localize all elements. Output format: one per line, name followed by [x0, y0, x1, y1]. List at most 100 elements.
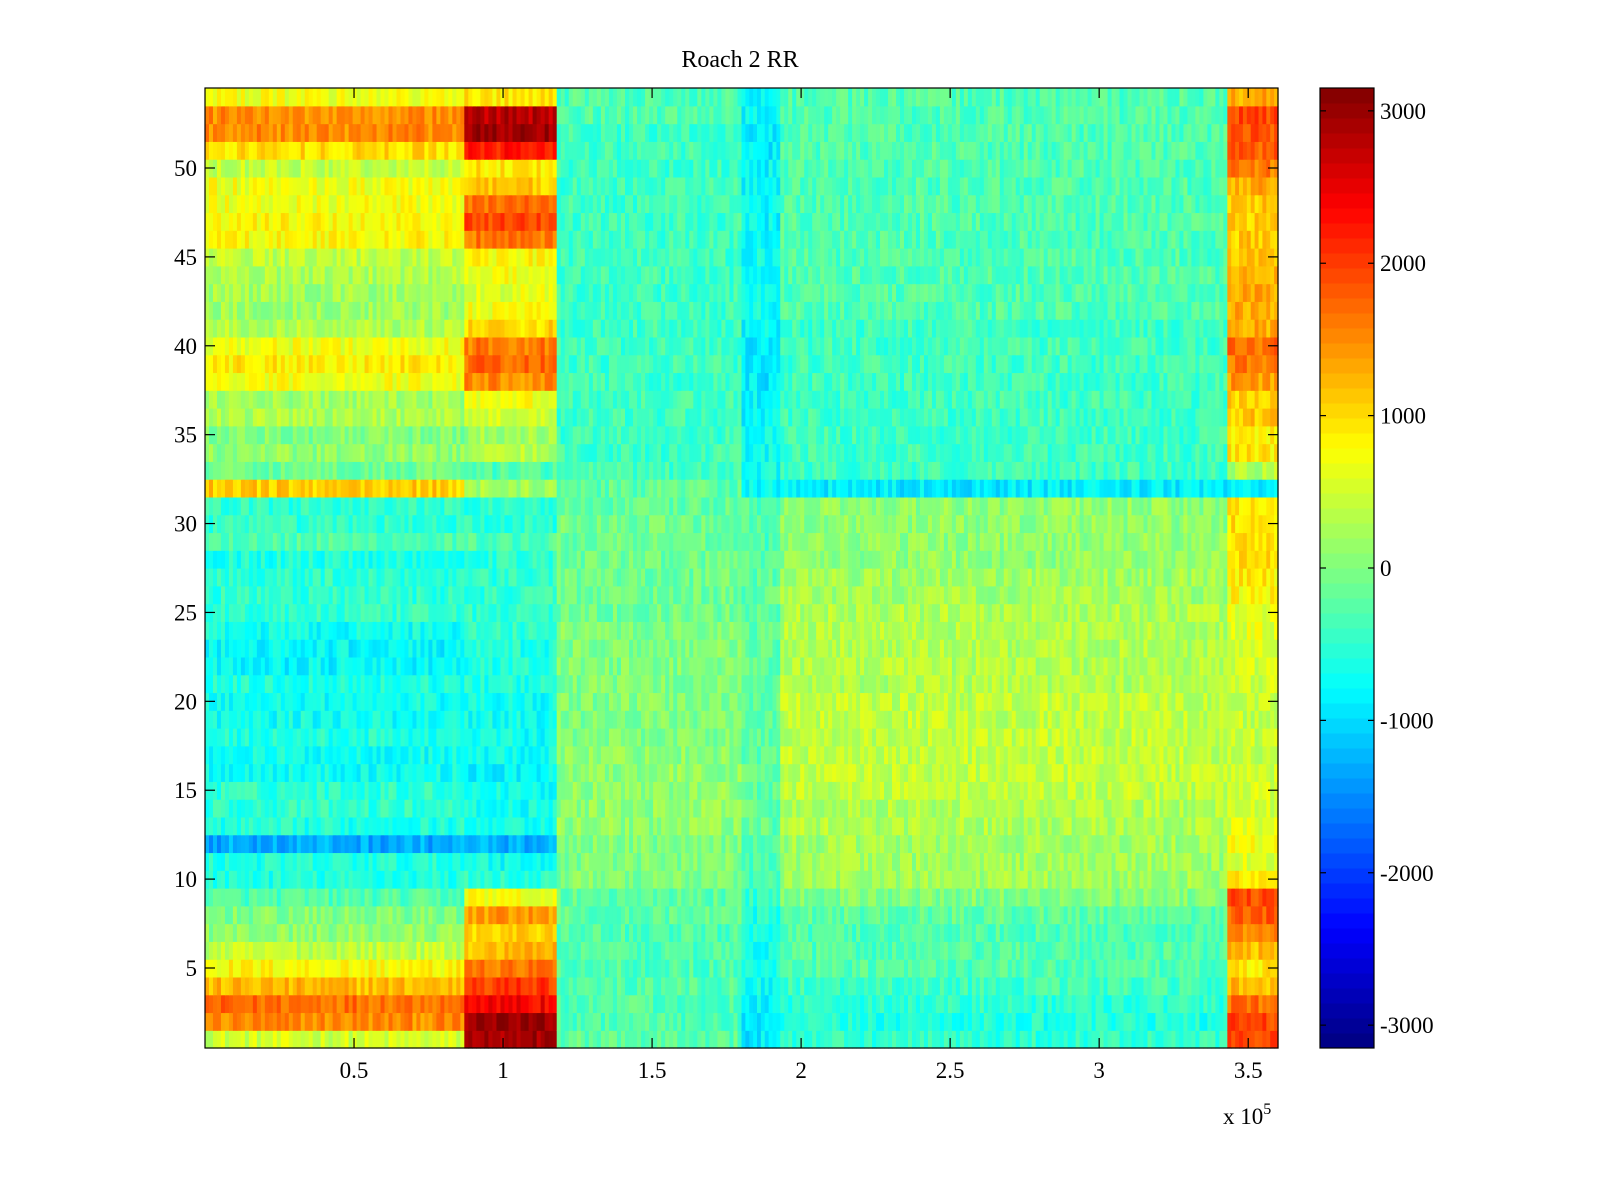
- heatmap-cell: [228, 994, 234, 1014]
- heatmap-cell: [725, 1012, 731, 1031]
- heatmap-cell: [216, 905, 222, 925]
- heatmap-cell: [472, 639, 477, 658]
- heatmap-cell: [404, 710, 410, 729]
- heatmap-cell: [524, 141, 530, 160]
- heatmap-cell: [468, 888, 473, 907]
- heatmap-cell: [552, 834, 558, 854]
- heatmap-cell: [292, 390, 298, 409]
- heatmap-cell: [272, 194, 278, 214]
- heatmap-cell: [677, 1030, 682, 1049]
- heatmap-cell: [508, 888, 514, 907]
- heatmap-cell: [440, 496, 445, 516]
- heatmap-cell: [264, 212, 270, 231]
- heatmap-cell: [372, 176, 378, 196]
- heatmap-cell: [456, 248, 461, 267]
- heatmap-cell: [480, 514, 485, 534]
- heatmap-cell: [432, 994, 437, 1014]
- heatmap-cell: [488, 301, 494, 320]
- heatmap-cell: [432, 763, 437, 782]
- heatmap-cell: [408, 870, 414, 889]
- heatmap-cell: [544, 976, 550, 996]
- heatmap-cell: [476, 372, 481, 391]
- heatmap-cell: [476, 656, 481, 676]
- heatmap-cell: [440, 425, 445, 445]
- heatmap-cell: [208, 852, 214, 871]
- heatmap-cell: [272, 621, 278, 640]
- heatmap-cell: [428, 941, 433, 960]
- heatmap-cell: [468, 265, 473, 285]
- heatmap-cell: [508, 265, 514, 285]
- heatmap-cell: [296, 550, 302, 569]
- heatmap-cell: [432, 816, 437, 836]
- heatmap-cell: [312, 496, 318, 516]
- heatmap-cell: [344, 141, 350, 160]
- heatmap-cell: [456, 514, 461, 534]
- heatmap-cell: [737, 976, 743, 996]
- heatmap-cell: [576, 959, 582, 978]
- heatmap-cell: [296, 816, 302, 836]
- heatmap-cell: [224, 479, 230, 498]
- heatmap-cell: [288, 105, 294, 125]
- heatmap-cell: [528, 372, 534, 391]
- heatmap-cell: [428, 212, 433, 231]
- heatmap-cell: [276, 692, 282, 711]
- heatmap-cell: [540, 425, 546, 445]
- heatmap-cell: [544, 319, 550, 338]
- heatmap-cell: [625, 1030, 630, 1049]
- heatmap-cell: [248, 692, 254, 711]
- heatmap-cell: [540, 781, 546, 800]
- heatmap-cell: [524, 176, 530, 196]
- heatmap-cell: [436, 834, 441, 854]
- heatmap-cell: [540, 514, 546, 534]
- heatmap-cell: [364, 852, 370, 871]
- heatmap-cell: [432, 976, 437, 996]
- heatmap-cell: [420, 532, 426, 551]
- heatmap-cell: [456, 176, 461, 196]
- heatmap-cell: [252, 479, 258, 498]
- heatmap-cell: [468, 496, 473, 516]
- heatmap-cell: [500, 674, 506, 694]
- heatmap-cell: [424, 550, 429, 569]
- heatmap-cell: [212, 994, 218, 1014]
- heatmap-cell: [568, 941, 574, 960]
- heatmap-cell: [512, 265, 518, 285]
- heatmap-cell: [360, 1030, 366, 1049]
- heatmap-cell: [524, 319, 530, 338]
- heatmap-cell: [360, 443, 366, 462]
- heatmap-cell: [340, 1012, 346, 1031]
- heatmap-cell: [228, 336, 234, 356]
- heatmap-cell: [348, 212, 354, 231]
- heatmap-cell: [408, 1030, 414, 1049]
- heatmap-cell: [412, 461, 418, 480]
- heatmap-cell: [596, 976, 602, 996]
- heatmap-cell: [500, 461, 506, 480]
- heatmap-cell: [232, 568, 238, 587]
- heatmap-cell: [292, 354, 298, 374]
- heatmap-cell: [520, 514, 526, 534]
- heatmap-cell: [384, 692, 390, 711]
- heatmap-cell: [372, 319, 378, 338]
- heatmap-cell: [400, 514, 406, 534]
- heatmap-cell: [500, 799, 506, 818]
- heatmap-cell: [552, 656, 558, 676]
- heatmap-cell: [212, 123, 218, 142]
- heatmap-cell: [244, 105, 250, 125]
- heatmap-cell: [540, 319, 546, 338]
- heatmap-cell: [272, 728, 278, 747]
- heatmap-cell: [236, 976, 242, 996]
- heatmap-cell: [448, 283, 453, 302]
- heatmap-cell: [500, 105, 506, 125]
- heatmap-cell: [396, 976, 402, 996]
- heatmap-cell: [488, 941, 494, 960]
- heatmap-cell: [516, 674, 522, 694]
- heatmap-cell: [205, 816, 210, 836]
- heatmap-cell: [205, 888, 210, 907]
- heatmap-cell: [212, 212, 218, 231]
- heatmap-cell: [372, 88, 378, 107]
- heatmap-cell: [472, 88, 477, 107]
- heatmap-cell: [420, 656, 426, 676]
- heatmap-cell: [492, 248, 498, 267]
- heatmap-cell: [205, 799, 210, 818]
- heatmap-cell: [316, 568, 322, 587]
- heatmap-cell: [528, 941, 534, 960]
